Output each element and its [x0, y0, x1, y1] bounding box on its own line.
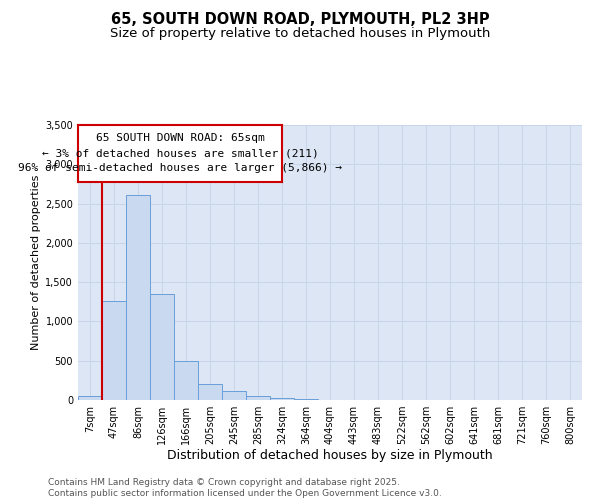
- Bar: [246, 396, 270, 400]
- Bar: [294, 399, 318, 400]
- Bar: [198, 384, 222, 400]
- Y-axis label: Number of detached properties: Number of detached properties: [31, 175, 41, 350]
- Bar: [102, 302, 126, 400]
- Bar: [126, 195, 150, 400]
- Text: 65 SOUTH DOWN ROAD: 65sqm
← 3% of detached houses are smaller (211)
96% of semi-: 65 SOUTH DOWN ROAD: 65sqm ← 3% of detach…: [18, 134, 342, 173]
- Bar: [78, 396, 102, 400]
- Bar: [222, 391, 246, 400]
- X-axis label: Distribution of detached houses by size in Plymouth: Distribution of detached houses by size …: [167, 448, 493, 462]
- Bar: [270, 398, 294, 400]
- Text: Contains HM Land Registry data © Crown copyright and database right 2025.
Contai: Contains HM Land Registry data © Crown c…: [48, 478, 442, 498]
- Bar: [174, 360, 198, 400]
- Text: 65, SOUTH DOWN ROAD, PLYMOUTH, PL2 3HP: 65, SOUTH DOWN ROAD, PLYMOUTH, PL2 3HP: [110, 12, 490, 28]
- Bar: [150, 294, 174, 400]
- Text: Size of property relative to detached houses in Plymouth: Size of property relative to detached ho…: [110, 28, 490, 40]
